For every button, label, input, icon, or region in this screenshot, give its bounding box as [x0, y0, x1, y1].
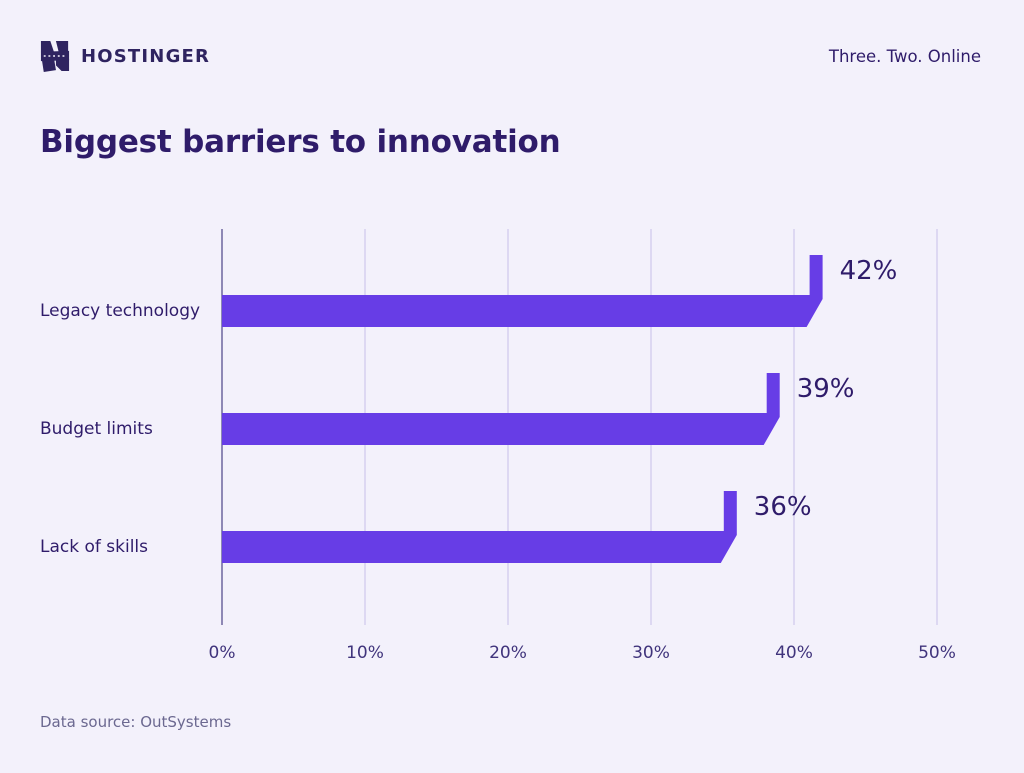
x-tick-label: 50%	[918, 643, 956, 663]
x-tick-label: 30%	[632, 643, 670, 663]
x-tick-label: 40%	[775, 643, 813, 663]
brand: HOSTINGER	[40, 39, 210, 73]
x-tick-label: 20%	[489, 643, 527, 663]
x-tick-label: 10%	[346, 643, 384, 663]
category-label: Legacy technology	[40, 301, 201, 321]
data-source-note: Data source: OutSystems	[40, 713, 232, 731]
category-label: Lack of skills	[40, 537, 149, 557]
brand-tagline: Three. Two. Online	[828, 46, 981, 66]
bar-value-label: 39%	[796, 374, 855, 404]
header: HOSTINGER Three. Two. Online	[40, 38, 981, 74]
bar-value-label: 42%	[839, 256, 898, 286]
bar-0	[222, 255, 823, 327]
bar-1	[222, 373, 780, 445]
bar-value-label: 36%	[753, 492, 812, 522]
chart-title: Biggest barriers to innovation	[40, 124, 561, 160]
x-tick-label: 0%	[208, 643, 236, 663]
hostinger-h-icon	[40, 41, 70, 72]
bar-2	[222, 491, 737, 563]
brand-name: HOSTINGER	[81, 45, 211, 67]
category-label: Budget limits	[40, 419, 153, 439]
